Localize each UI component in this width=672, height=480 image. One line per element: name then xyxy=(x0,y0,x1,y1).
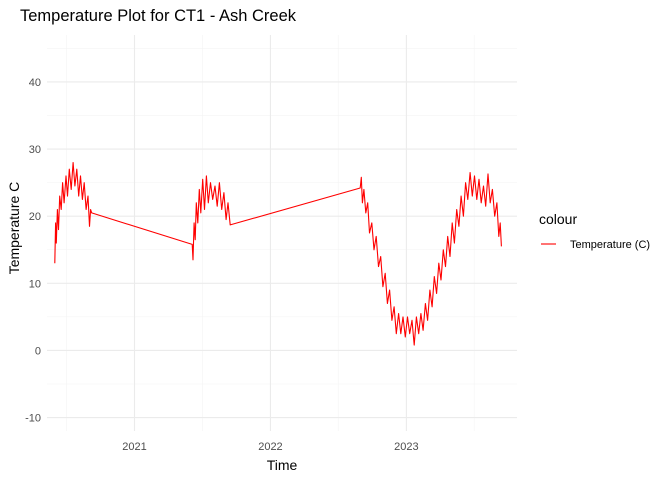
y-axis-ticks: -10 0 10 20 30 40 xyxy=(25,77,41,425)
x-tick-label: 2022 xyxy=(258,441,282,453)
y-tick-label: 40 xyxy=(29,77,41,89)
temperature-series-line xyxy=(55,163,502,346)
plot-grid xyxy=(47,35,517,431)
y-tick-label: -10 xyxy=(25,413,41,425)
y-tick-label: 20 xyxy=(29,211,41,223)
y-tick-label: 0 xyxy=(35,345,41,357)
y-axis-title: Temperature C xyxy=(6,182,22,275)
legend-title: colour xyxy=(539,211,577,227)
y-tick-label: 30 xyxy=(29,144,41,156)
chart-title: Temperature Plot for CT1 - Ash Creek xyxy=(20,7,297,25)
x-tick-label: 2021 xyxy=(122,441,146,453)
y-tick-label: 10 xyxy=(29,278,41,290)
x-axis-title: Time xyxy=(267,457,298,473)
legend: colour Temperature (C) xyxy=(539,211,650,251)
x-axis-ticks: 2021 2022 2023 xyxy=(122,441,418,453)
x-tick-label: 2023 xyxy=(394,441,418,453)
legend-label-temperature: Temperature (C) xyxy=(570,239,650,251)
